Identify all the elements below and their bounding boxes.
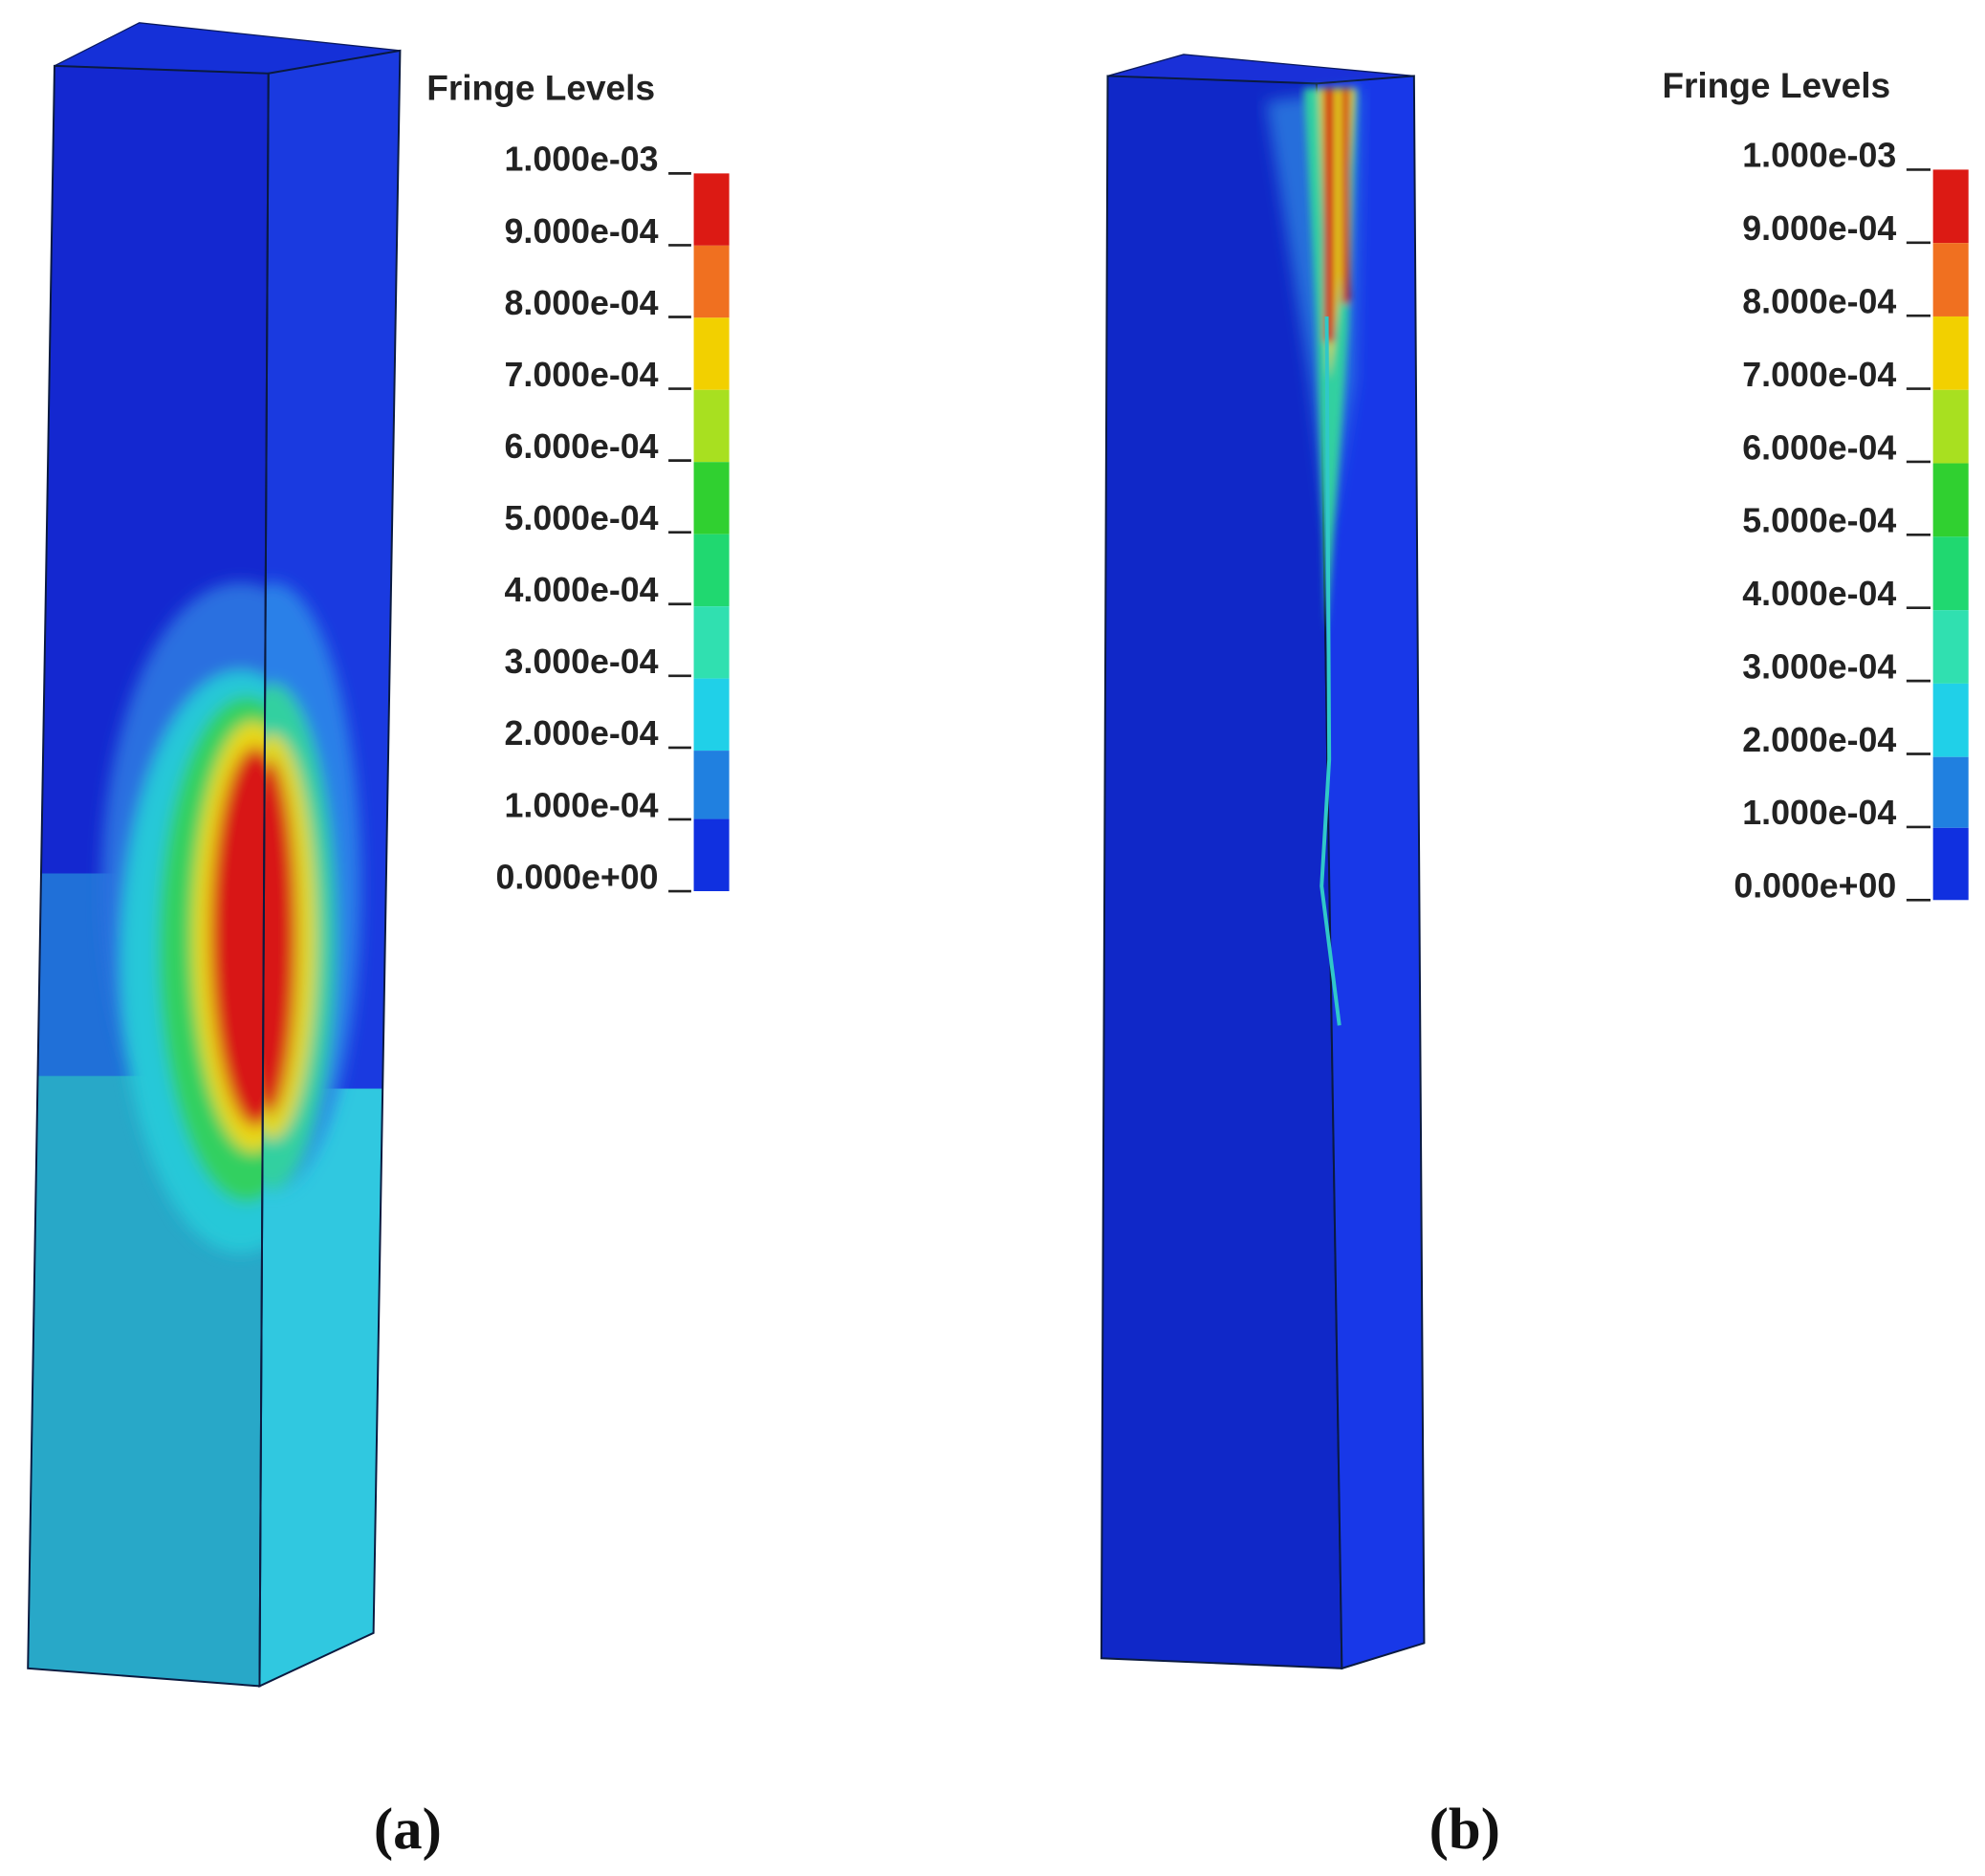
legend-title: Fringe Levels (1662, 65, 1890, 105)
column-a (27, 22, 402, 1688)
legend-level-label: 8.000e-04 (1742, 283, 1896, 321)
legend-title: Fringe Levels (426, 68, 655, 108)
legend-level-label: 2.000e-04 (505, 714, 659, 753)
legend-level-label: 8.000e-04 (505, 284, 659, 322)
legend-level-label: 9.000e-04 (1742, 209, 1896, 248)
legend-level-label: 1.000e-03 (1742, 137, 1896, 175)
legend-bar-b (1932, 169, 1969, 901)
legend-level-label: 1.000e-04 (1742, 794, 1896, 832)
legend-level-label: 0.000e+00 (496, 858, 659, 896)
legend-level-label: 7.000e-04 (505, 356, 659, 394)
legend-level-label: 9.000e-04 (505, 212, 659, 251)
legend-level-label: 1.000e-03 (505, 141, 659, 179)
legend-level-label: 4.000e-04 (1742, 575, 1896, 613)
caption: (b) (1429, 1798, 1500, 1862)
legend-level-label: 3.000e-04 (505, 643, 659, 681)
caption: (a) (374, 1798, 442, 1862)
legend-level-label: 2.000e-04 (1742, 721, 1896, 759)
legend-level-label: 4.000e-04 (505, 571, 659, 609)
legend-level-label: 3.000e-04 (1742, 647, 1896, 686)
legend-level-label: 0.000e+00 (1734, 867, 1896, 905)
legend-level-label: 1.000e-04 (505, 786, 659, 824)
legend-bar-a (693, 173, 730, 892)
column-b (1100, 54, 1426, 1670)
legend-level-label: 6.000e-04 (505, 427, 659, 466)
legend-level-label: 6.000e-04 (1742, 428, 1896, 467)
legend-level-label: 5.000e-04 (1742, 502, 1896, 540)
legend-level-label: 7.000e-04 (1742, 356, 1896, 394)
legend-level-label: 5.000e-04 (505, 499, 659, 537)
